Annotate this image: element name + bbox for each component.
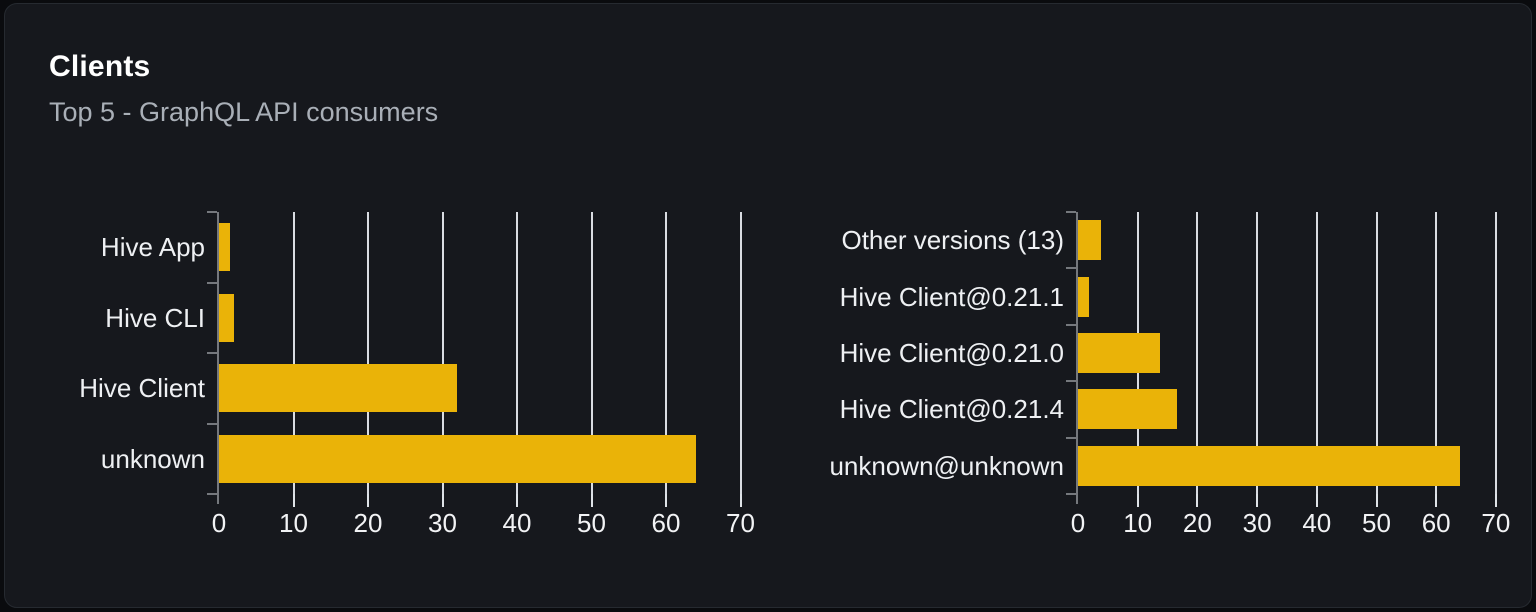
card-subtitle: Top 5 - GraphQL API consumers (49, 97, 439, 127)
clients-card: Clients Top 5 - GraphQL API consumers Hi… (4, 3, 1532, 608)
category-axis-tick (1066, 267, 1076, 270)
bar-unknown[interactable] (219, 434, 696, 483)
bar-hive-client[interactable] (219, 364, 458, 413)
category-axis-tick (207, 281, 217, 284)
card-title: Clients (49, 50, 151, 83)
category-label-hive-client: Hive Client (79, 373, 205, 404)
x-axis-tick (292, 494, 295, 507)
x-axis-tick (1196, 494, 1199, 507)
gridline (1494, 212, 1497, 494)
category-axis-tick (1066, 211, 1076, 213)
category-label-hive-client-0-21-1: Hive Client@0.21.1 (839, 281, 1064, 312)
x-tick-label-40: 40 (502, 508, 532, 538)
category-label-hive-client-0-21-4: Hive Client@0.21.4 (839, 394, 1064, 425)
bar-hive-app[interactable] (219, 223, 231, 272)
category-axis-tick (207, 493, 217, 495)
category-axis-tick (1066, 436, 1076, 439)
bar-hive-client-0-21-1[interactable] (1078, 276, 1089, 317)
x-tick-label-70: 70 (726, 508, 755, 538)
category-axis-tick (1066, 380, 1076, 383)
bar-other-versions-13[interactable] (1078, 220, 1102, 261)
category-axis-tick (207, 422, 217, 425)
x-tick-label-70: 70 (1481, 508, 1511, 538)
x-axis-tick (665, 494, 667, 507)
category-label-other-versions-13: Other versions (13) (841, 225, 1064, 256)
category-label-hive-cli: Hive CLI (105, 302, 205, 333)
x-axis-tick (441, 494, 444, 507)
x-axis-tick (739, 494, 742, 507)
x-axis-tick (1435, 494, 1438, 507)
bar-hive-client-0-21-0[interactable] (1078, 333, 1161, 373)
category-label-unknown: unknown (100, 443, 205, 474)
x-tick-label-60: 60 (651, 508, 681, 538)
x-axis-tick (1315, 494, 1318, 507)
category-label-hive-client-0-21-0: Hive Client@0.21.0 (839, 338, 1064, 368)
bar-hive-client-0-21-4[interactable] (1078, 389, 1178, 430)
x-axis-tick (1375, 494, 1378, 507)
x-tick-label-60: 60 (1421, 508, 1451, 538)
x-tick-label-50: 50 (577, 508, 606, 538)
x-tick-label-10: 10 (1123, 508, 1153, 538)
x-tick-label-20: 20 (1182, 508, 1212, 538)
x-tick-label-0: 0 (211, 508, 227, 538)
x-axis-tick (1136, 494, 1139, 507)
category-axis-tick (1066, 493, 1076, 495)
x-tick-label-50: 50 (1362, 508, 1391, 538)
x-axis-tick (1256, 494, 1259, 507)
x-tick-label-30: 30 (1242, 508, 1272, 538)
bar-unknown-unknown[interactable] (1078, 445, 1461, 486)
x-tick-label-0: 0 (1070, 508, 1086, 538)
x-axis-tick (1494, 494, 1497, 507)
gridline (739, 212, 742, 494)
clients-by-version-chart: Other versions (13) Hive Client@0.21.1 Hiv… (5, 4, 1531, 607)
x-axis-tick (590, 494, 593, 507)
x-tick-label-30: 30 (428, 508, 457, 538)
bar-hive-cli[interactable] (219, 293, 234, 342)
x-axis-tick (367, 494, 369, 507)
x-tick-label-10: 10 (279, 508, 308, 538)
x-tick-label-40: 40 (1302, 508, 1332, 538)
x-tick-label-20: 20 (353, 508, 383, 538)
clients-by-name-chart: Hive App Hive CLI Hive Client unknown 0 10 20 3… (5, 4, 1531, 607)
x-axis-tick (516, 494, 518, 507)
category-axis-tick (207, 211, 217, 213)
category-axis-tick (1066, 323, 1076, 326)
category-axis-tick (207, 352, 217, 354)
category-label-hive-app: Hive App (100, 232, 205, 263)
